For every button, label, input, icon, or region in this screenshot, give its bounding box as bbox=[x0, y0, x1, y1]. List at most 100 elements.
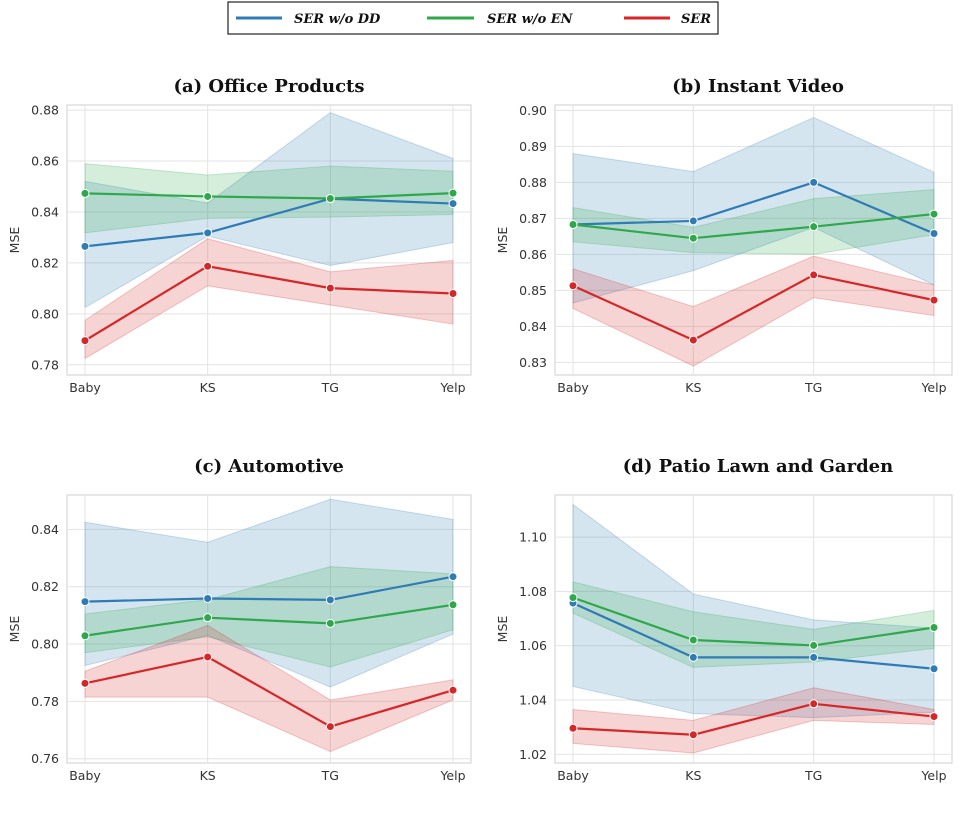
data-point-ser-w-o-dd bbox=[203, 593, 213, 603]
data-point-ser-w-o-en bbox=[80, 188, 90, 198]
y-tick-label: 0.78 bbox=[31, 357, 59, 372]
confidence-band-ser-w-o-dd bbox=[572, 117, 935, 304]
data-point-ser bbox=[809, 699, 819, 709]
data-point-ser-w-o-en bbox=[809, 640, 819, 650]
y-tick-label: 1.06 bbox=[519, 638, 547, 653]
data-point-ser-w-o-dd bbox=[80, 241, 90, 251]
data-point-ser bbox=[325, 283, 335, 293]
series-line-ser-w-o-en bbox=[84, 603, 454, 637]
y-tick-label: 0.86 bbox=[519, 247, 547, 262]
y-tick-label: 0.82 bbox=[31, 579, 59, 594]
series-line-ser-w-o-dd bbox=[572, 181, 935, 235]
data-point-ser-w-o-en bbox=[568, 593, 578, 603]
series-line-ser-w-o-dd bbox=[84, 575, 454, 603]
legend-entry-ser-wo-dd: SER w/o DD bbox=[236, 12, 381, 27]
x-tick-label: KS bbox=[200, 768, 216, 783]
x-tick-label: TG bbox=[321, 768, 339, 783]
data-point-ser-w-o-en bbox=[448, 188, 458, 198]
series-line-ser-w-o-dd bbox=[84, 197, 454, 248]
data-point-ser-w-o-dd bbox=[929, 664, 939, 674]
x-tick-label: Yelp bbox=[439, 380, 465, 395]
data-point-ser bbox=[448, 685, 458, 695]
legend-entry-ser: SER bbox=[624, 12, 711, 27]
data-point-ser-w-o-dd bbox=[809, 177, 819, 187]
data-point-ser bbox=[448, 288, 458, 298]
series-line-ser bbox=[572, 702, 935, 736]
y-tick-label: 0.84 bbox=[519, 319, 547, 334]
data-point-ser-w-o-en bbox=[929, 209, 939, 219]
data-point-ser-w-o-dd bbox=[688, 216, 698, 226]
chart-panel-office-products: (a) Office Products 0.78 0.80 0.82 0.84 0.86 0… bbox=[7, 76, 472, 395]
y-tick-label: 0.83 bbox=[519, 355, 547, 370]
y-tick-label: 1.04 bbox=[519, 693, 547, 708]
data-point-ser-w-o-en bbox=[203, 613, 213, 623]
data-point-ser-w-o-en bbox=[568, 220, 578, 230]
x-tick-label: Baby bbox=[557, 768, 589, 783]
data-point-ser-w-o-en bbox=[325, 618, 335, 628]
x-tick-label: Yelp bbox=[439, 768, 465, 783]
data-point-ser-w-o-dd bbox=[448, 572, 458, 582]
confidence-band-ser-w-o-dd bbox=[84, 498, 454, 688]
chart-panel-automotive: (c) Automotive 0.76 0.78 0.80 0.82 0.84 Baby KS… bbox=[7, 456, 472, 783]
data-point-ser-w-o-en bbox=[448, 600, 458, 610]
x-tick-label: TG bbox=[804, 768, 822, 783]
x-tick-label: TG bbox=[321, 380, 339, 395]
data-point-ser-w-o-en bbox=[203, 191, 213, 201]
chart-panel-patio-lawn-garden: (d) Patio Lawn and Garden 1.02 1.04 1.06 1.0… bbox=[495, 456, 953, 783]
y-tick-label: 0.76 bbox=[31, 751, 59, 766]
y-axis-label: MSE bbox=[7, 616, 22, 643]
chart-title: (a) Office Products bbox=[173, 76, 364, 97]
y-tick-label: 0.90 bbox=[519, 103, 547, 118]
data-point-ser-w-o-en bbox=[809, 222, 819, 232]
plot-area bbox=[554, 104, 953, 376]
y-axis-label: MSE bbox=[495, 227, 510, 254]
series-line-ser-w-o-en bbox=[572, 596, 935, 647]
data-point-ser bbox=[568, 281, 578, 291]
series-line-ser-w-o-en bbox=[572, 212, 935, 240]
y-tick-label: 0.88 bbox=[519, 175, 547, 190]
chart-panel-instant-video: (b) Instant Video 0.83 0.84 0.85 0.86 0.87 0.8… bbox=[495, 76, 953, 395]
series-line-ser-w-o-en bbox=[84, 192, 454, 200]
data-point-ser-w-o-en bbox=[929, 623, 939, 633]
legend-entry-ser-wo-en: SER w/o EN bbox=[427, 12, 574, 27]
data-point-ser bbox=[929, 712, 939, 722]
y-tick-label: 0.87 bbox=[519, 211, 547, 226]
y-tick-label: 1.10 bbox=[519, 530, 547, 545]
confidence-band-ser-w-o-en bbox=[84, 566, 454, 668]
y-tick-label: 0.80 bbox=[31, 306, 59, 321]
y-axis-label: MSE bbox=[495, 616, 510, 643]
chart-title: (d) Patio Lawn and Garden bbox=[623, 456, 893, 477]
y-tick-label: 0.86 bbox=[31, 154, 59, 169]
x-tick-label: TG bbox=[804, 380, 822, 395]
series-line-ser bbox=[84, 655, 454, 728]
chart-title: (c) Automotive bbox=[194, 456, 344, 477]
series-line-ser bbox=[84, 265, 454, 342]
y-tick-label: 0.84 bbox=[31, 204, 59, 219]
y-axis-label: MSE bbox=[7, 227, 22, 254]
data-point-ser-w-o-dd bbox=[325, 595, 335, 605]
y-tick-label: 1.08 bbox=[519, 584, 547, 599]
y-tick-label: 0.84 bbox=[31, 522, 59, 537]
series-line-ser-w-o-dd bbox=[572, 602, 935, 670]
x-tick-label: Yelp bbox=[920, 768, 946, 783]
series-line-ser bbox=[572, 273, 935, 342]
y-tick-label: 1.02 bbox=[519, 747, 547, 762]
chart-title: (b) Instant Video bbox=[672, 76, 844, 97]
y-tick-label: 0.89 bbox=[519, 139, 547, 154]
data-point-ser-w-o-dd bbox=[80, 597, 90, 607]
y-tick-label: 0.82 bbox=[31, 255, 59, 270]
data-point-ser-w-o-dd bbox=[809, 652, 819, 662]
confidence-band-ser bbox=[572, 255, 935, 367]
data-point-ser-w-o-en bbox=[80, 631, 90, 641]
legend: SER w/o DD SER w/o EN SER bbox=[227, 1, 719, 35]
y-tick-label: 0.80 bbox=[31, 637, 59, 652]
data-point-ser bbox=[80, 678, 90, 688]
data-point-ser-w-o-dd bbox=[688, 652, 698, 662]
x-tick-label: Baby bbox=[69, 380, 101, 395]
legend-label: SER w/o DD bbox=[294, 12, 381, 27]
legend-label: SER w/o EN bbox=[487, 12, 574, 27]
confidence-band-ser bbox=[84, 238, 454, 360]
confidence-band-ser-w-o-dd bbox=[84, 112, 454, 309]
legend-label: SER bbox=[681, 12, 711, 27]
